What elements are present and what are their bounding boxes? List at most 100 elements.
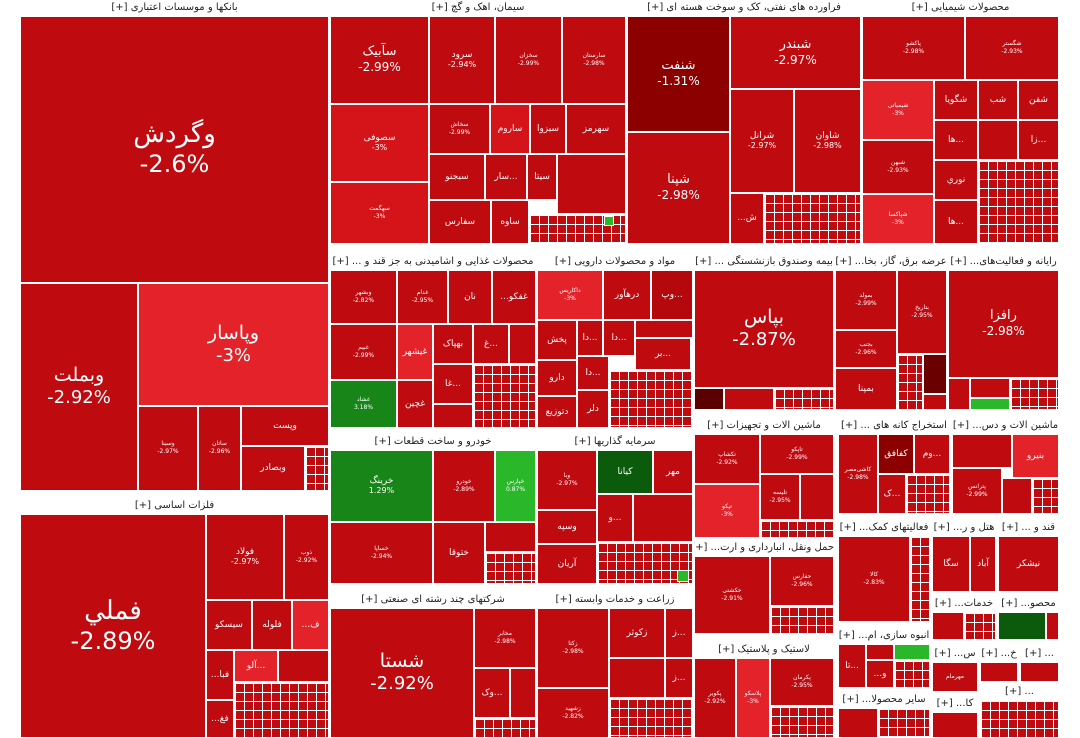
sector-title[interactable]: بیمه وصندوق بازنشستگی ... [+] <box>694 254 834 270</box>
small-stocks-grid[interactable] <box>305 446 329 491</box>
stock-tile[interactable] <box>485 522 536 552</box>
stock-tile[interactable] <box>433 404 473 428</box>
stock-tile[interactable]: مهرمام <box>932 662 978 692</box>
small-stocks-grid[interactable] <box>980 700 1059 738</box>
sector-mining[interactable]: استخراج کانه های ... [+] کاشی‌مصر -2.98%… <box>838 418 950 514</box>
stock-tile[interactable]: شرانل -2.97% <box>730 89 794 193</box>
small-stocks-grid[interactable] <box>760 520 834 538</box>
sector-title[interactable]: ماشین الات و دس... [+] <box>952 418 1059 434</box>
sector-title[interactable]: ... [+] <box>1020 646 1059 662</box>
stock-tile[interactable]: بنیرو <box>1012 434 1059 478</box>
stock-tile[interactable]: فولاد -2.97% <box>206 514 284 600</box>
sector-title[interactable]: انبوه سازی، ام... [+] <box>838 628 930 644</box>
sector-title[interactable]: فلزات اساسی [+] <box>20 498 329 514</box>
sector-title[interactable]: هتل و ر... [+] <box>932 520 996 536</box>
stock-tile[interactable]: وپست <box>241 406 329 446</box>
stock-tile[interactable]: ...آلو <box>234 650 278 682</box>
sector-title[interactable]: ... [+] <box>980 684 1059 700</box>
stock-tile[interactable]: ...وم <box>914 434 950 474</box>
stock-tile[interactable]: زکوثر <box>609 608 665 658</box>
stock-tile[interactable]: ...دا <box>577 356 609 390</box>
sector-cement[interactable]: سیمان، اهک و گچ [+] سآبیک -2.99% سرود -2… <box>330 0 626 244</box>
stock-tile[interactable]: شیمیاتی -3% <box>862 80 934 140</box>
stock-tile[interactable]: سبزوا <box>530 104 566 154</box>
stock-tile[interactable]: سصوفی -3% <box>330 104 429 182</box>
sector-title[interactable]: فراورده های نفتی، کک و سوخت هسته ای [+] <box>627 0 861 16</box>
stock-tile[interactable] <box>604 216 614 226</box>
stock-tile[interactable]: سارستان -2.98% <box>562 16 626 104</box>
stock-tile[interactable]: نان <box>448 270 492 324</box>
stock-tile[interactable]: تاپکو -2.99% <box>760 434 834 474</box>
stock-tile[interactable] <box>866 644 894 660</box>
small-stocks-grid[interactable] <box>774 388 834 410</box>
stock-tile[interactable]: ...و <box>597 494 633 542</box>
stock-tile[interactable]: نوري <box>934 160 978 200</box>
stock-tile[interactable]: غچین <box>397 380 433 428</box>
stock-tile[interactable]: پترانس -2.99% <box>952 468 1002 514</box>
sector-utilities[interactable]: عرضه برق، گاز، بخا... [+] بمولد -2.99% ب… <box>835 254 947 410</box>
sector-title[interactable]: سرمایه گذاریها [+] <box>537 434 693 450</box>
small-stocks-grid[interactable] <box>609 698 693 738</box>
stock-tile[interactable] <box>800 474 834 520</box>
sector-title[interactable]: س... [+] <box>932 646 978 662</box>
stock-tile[interactable]: و... <box>866 660 894 688</box>
stock-tile[interactable]: آریان <box>537 544 597 584</box>
stock-tile[interactable] <box>948 378 970 410</box>
sector-chemicals[interactable]: محصولات شیمیایی [+] پاکشو -2.98% شگستر -… <box>862 0 1059 244</box>
stock-tile[interactable]: وسپه <box>537 510 597 544</box>
stock-tile[interactable] <box>980 662 1018 682</box>
stock-tile[interactable]: غیشهر <box>397 324 433 380</box>
stock-tile[interactable]: ...وک <box>474 668 510 718</box>
stock-tile[interactable]: بمولد -2.99% <box>835 270 897 330</box>
stock-tile[interactable]: ختوقا <box>433 522 485 584</box>
sector-title[interactable]: حمل ونقل، انبارداری و ارت... [+] <box>694 540 834 556</box>
stock-tile[interactable]: رافزا -2.98% <box>948 270 1059 378</box>
small-stocks-grid[interactable] <box>764 193 861 244</box>
small-stocks-grid[interactable] <box>897 354 923 410</box>
stock-tile[interactable] <box>677 570 689 582</box>
sector-title[interactable]: استخراج کانه های ... [+] <box>838 418 950 434</box>
stock-tile[interactable]: شپاکسا -3% <box>862 194 934 244</box>
stock-tile[interactable] <box>923 354 947 394</box>
small-stocks-grid[interactable] <box>894 660 930 688</box>
sector-title[interactable]: زراعت و خدمات وابسته [+] <box>537 592 693 608</box>
stock-tile[interactable] <box>978 120 1018 160</box>
sector-small-e[interactable]: ... [+] <box>980 684 1059 738</box>
stock-tile[interactable] <box>998 612 1046 640</box>
small-stocks-grid[interactable] <box>597 542 693 584</box>
stock-tile[interactable]: سخزان -2.99% <box>495 16 562 104</box>
sector-sugar[interactable]: قند و ... [+] نیشکر <box>998 520 1059 592</box>
sector-title[interactable]: محصولات شیمیایی [+] <box>862 0 1059 16</box>
sector-construction[interactable]: انبوه سازی، ام... [+] ...تا و... <box>838 628 930 688</box>
stock-tile[interactable]: کفافق <box>878 434 914 474</box>
stock-tile[interactable]: ...وپ <box>651 270 693 320</box>
stock-tile[interactable]: داکاریس -3% <box>537 270 603 320</box>
stock-tile[interactable]: سفارس <box>429 200 491 244</box>
small-stocks-grid[interactable] <box>485 552 536 584</box>
stock-tile[interactable]: غبیم -2.99% <box>330 324 397 380</box>
stock-tile[interactable] <box>510 668 536 718</box>
sector-electrical[interactable]: ماشین الات و دس... [+] بنیرو پترانس -2.9… <box>952 418 1059 514</box>
stock-tile[interactable]: سآبیک -2.99% <box>330 16 429 104</box>
stock-tile[interactable]: غشاد 3.18% <box>330 380 397 428</box>
sector-insurance[interactable]: بیمه وصندوق بازنشستگی ... [+] بپاس -2.87… <box>694 254 834 410</box>
stock-tile[interactable]: کالا -2.83% <box>838 536 910 622</box>
stock-tile[interactable] <box>970 398 1010 410</box>
stock-tile[interactable]: پلاسکو -3% <box>736 658 770 738</box>
stock-tile[interactable]: پکویر -2.92% <box>694 658 736 738</box>
stock-tile[interactable]: ...زا <box>1018 120 1059 160</box>
small-stocks-grid[interactable] <box>910 536 930 622</box>
stock-tile[interactable]: زکثا -2.98% <box>537 608 609 688</box>
stock-tile[interactable] <box>1020 662 1059 682</box>
sector-hotels[interactable]: هتل و ر... [+] سگا آباد <box>932 520 996 592</box>
stock-tile[interactable] <box>635 320 693 338</box>
stock-tile[interactable]: دتوزیع <box>537 396 577 428</box>
stock-tile[interactable]: تپکو -3% <box>694 484 760 538</box>
stock-tile[interactable] <box>557 154 626 214</box>
sector-food[interactable]: محصولات غذایی و اشامیدنی به جز قند و ...… <box>330 254 536 428</box>
stock-tile[interactable]: وبا -2.97% <box>537 450 597 510</box>
stock-tile[interactable] <box>694 388 724 410</box>
sector-agriculture[interactable]: زراعت و خدمات وابسته [+] زکثا -2.98% زکو… <box>537 592 693 738</box>
stock-tile[interactable] <box>1046 612 1059 640</box>
sector-title[interactable]: شرکتهای چند رشته ای صنعتی [+] <box>330 592 536 608</box>
